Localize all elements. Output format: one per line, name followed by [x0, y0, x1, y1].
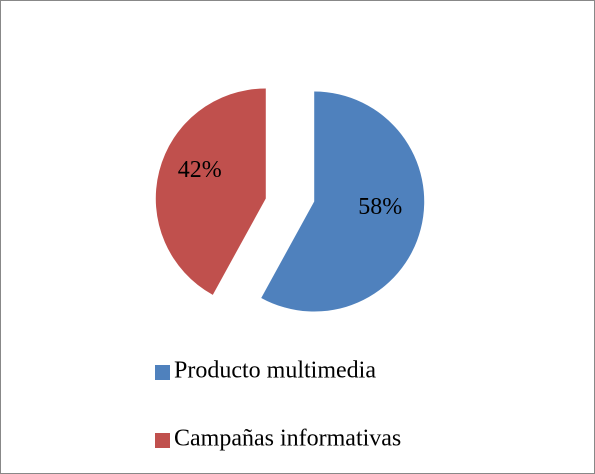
pie-slice [155, 88, 266, 295]
pie-slice [261, 91, 425, 312]
data-label: 58% [358, 194, 402, 220]
data-label: 42% [178, 157, 222, 183]
legend-label: Producto multimedia [174, 358, 376, 384]
legend-label: Campañas informativas [174, 426, 401, 452]
legend-swatch [155, 365, 170, 380]
legend-swatch [155, 433, 170, 448]
